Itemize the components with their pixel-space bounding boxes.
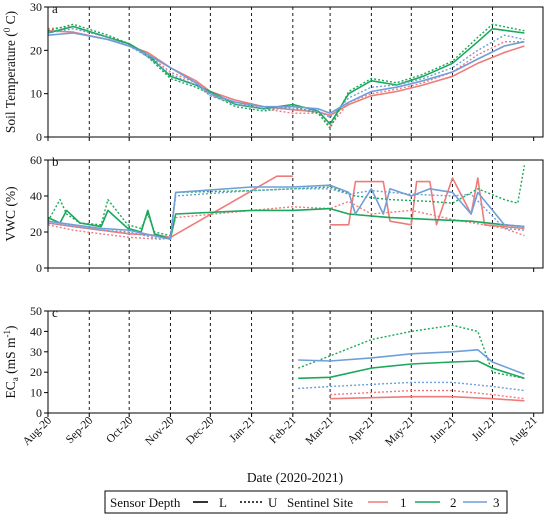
y-title-unit: (mS m: [3, 337, 18, 377]
y-title-sub: a: [10, 377, 20, 381]
legend-depth-title: Sensor Depth: [110, 495, 181, 510]
y-title-main: VWC (%): [3, 186, 18, 241]
x-tick-label: Nov-20: [143, 414, 177, 448]
x-tick-label: Sep-20: [64, 414, 96, 446]
legend: Sensor Depth L U Sentinel Site 1 2 3: [104, 490, 508, 514]
y-tick-label: 60: [30, 153, 42, 167]
series-group: [48, 23, 525, 129]
panel-letter: a: [52, 1, 58, 16]
panel-b: 0 20 40 60 b VWC (%): [3, 153, 544, 275]
x-tick-label: May-21: [383, 414, 417, 448]
x-tick-label: Aug-21: [506, 414, 540, 448]
panel-frame: [47, 159, 544, 269]
y-tick-label: 50: [30, 304, 42, 318]
series-line-site1-U: [330, 389, 525, 400]
x-tick-label: Mar-21: [304, 414, 337, 447]
panel-letter: b: [52, 154, 59, 169]
series-line-site3-L: [48, 184, 525, 240]
panel-frame: [47, 310, 544, 414]
y-title-end: C): [3, 11, 18, 28]
series-line-site1-U: [48, 200, 525, 240]
y-title-sup: 0: [2, 27, 12, 32]
x-tick-label: Feb-21: [267, 414, 299, 446]
x-tick-label: Jan-21: [228, 414, 258, 444]
y-tick-label: 0: [36, 261, 42, 275]
panel-letter: c: [52, 305, 58, 320]
y-tick-label: 40: [30, 324, 42, 338]
x-tick-label: Apr-21: [346, 414, 378, 446]
x-tick-label: Dec-20: [184, 414, 217, 447]
y-tick-label: 20: [30, 225, 42, 239]
series-line-site3-L: [298, 349, 525, 375]
series-line-site1-L: [330, 395, 525, 402]
legend-site-2: 2: [450, 495, 457, 510]
x-axis-title: Date (2020-2021): [247, 470, 343, 485]
legend-box: [104, 490, 508, 514]
series-group: [48, 165, 526, 240]
legend-site-1: 1: [400, 495, 407, 510]
y-tick-label: 30: [30, 0, 42, 14]
x-tick-labels: Aug-20 Sep-20 Oct-20 Nov-20 Dec-20 Jan-21 Feb-…: [21, 414, 540, 448]
y-axis-title: VWC (%): [3, 186, 18, 241]
y-title-sup: -1: [2, 330, 12, 338]
series-line-site3-L: [48, 32, 525, 114]
y-tick-label: 0: [36, 130, 42, 144]
y-tick-label: 10: [30, 87, 42, 101]
y-tick-label: 30: [30, 345, 42, 359]
y-tick-label: 0: [36, 406, 42, 420]
y-title-close: ): [3, 325, 18, 330]
panel-c: 0 10 20 30 40 50 c ECa (mS m-1): [2, 304, 544, 420]
legend-site-title: Sentinel Site: [287, 495, 353, 510]
x-tick-label: Jun-21: [428, 414, 459, 445]
x-tick-label: Jul-21: [470, 414, 499, 443]
y-axis-title: Soil Temperature (0 C): [2, 11, 18, 133]
series-line-site3-U: [298, 381, 525, 392]
series-group: [297, 324, 525, 402]
series-line-site1-L: [330, 177, 525, 230]
y-title-main: Soil Temperature (: [3, 32, 18, 133]
y-tick-label: 20: [30, 365, 42, 379]
series-line-site3-U: [48, 188, 525, 240]
y-title-main: EC: [3, 381, 18, 398]
series-line-site3-U: [48, 28, 525, 119]
y-tick-label: 40: [30, 189, 42, 203]
y-axis-title: ECa (mS m-1): [2, 325, 20, 398]
panel-frame: [47, 6, 544, 138]
series-line-site2-U: [297, 324, 525, 379]
x-tick-label: Oct-20: [104, 414, 135, 445]
y-tick-label: 10: [30, 386, 42, 400]
y-tick-label: 20: [30, 43, 42, 57]
legend-depth-U: U: [268, 495, 278, 510]
series-line-site2-L: [298, 360, 525, 380]
legend-site-3: 3: [493, 495, 500, 510]
legend-depth-L: L: [219, 495, 227, 510]
